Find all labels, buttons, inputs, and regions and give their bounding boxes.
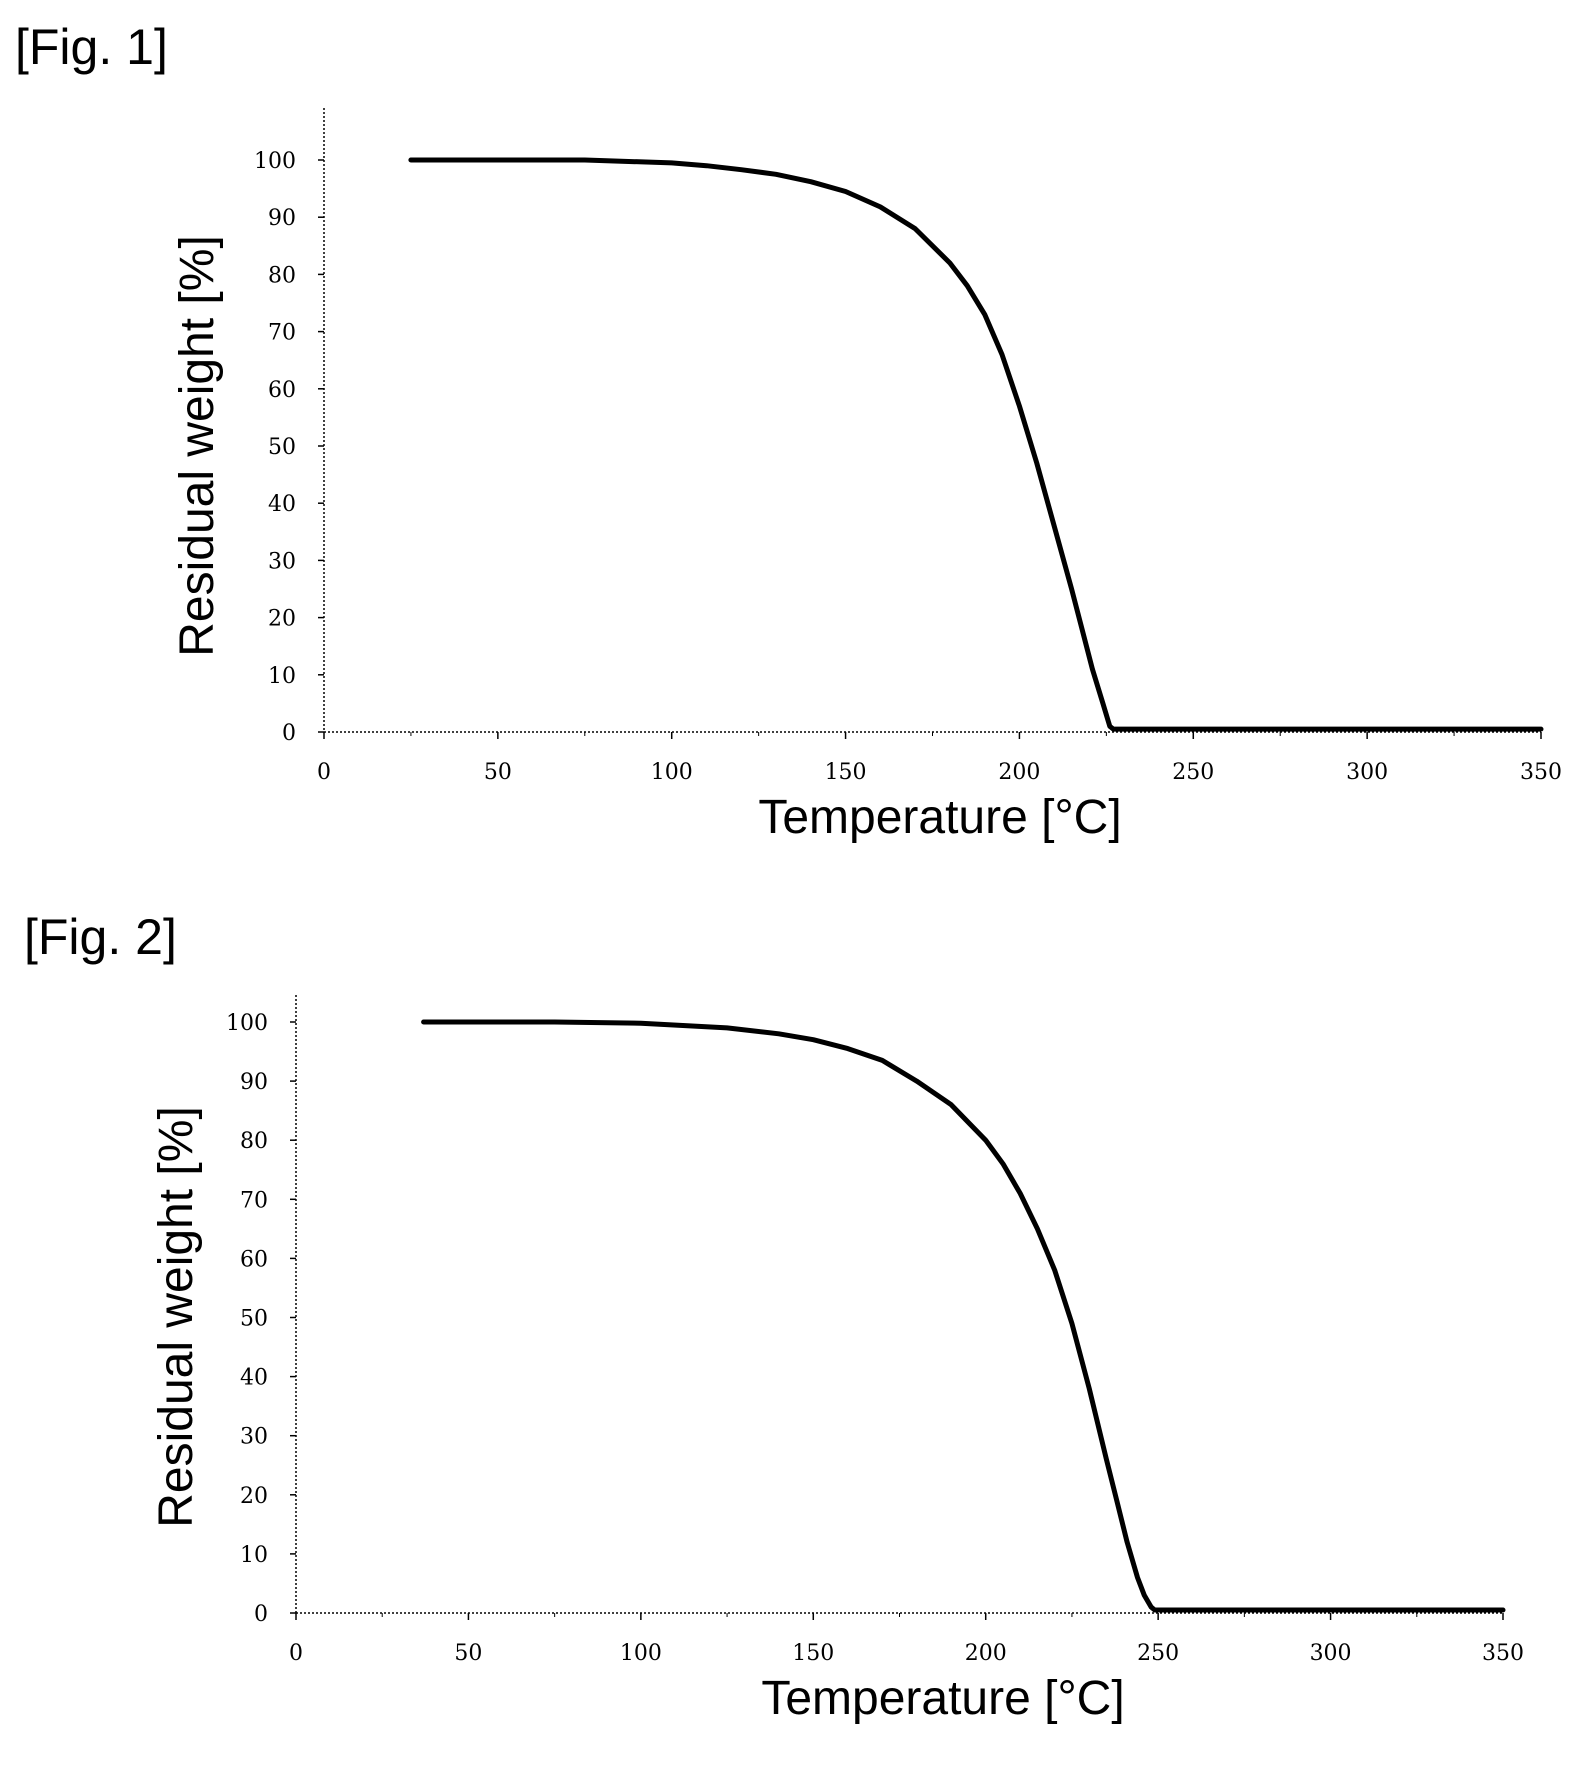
fig1-x-tick-label: 150 bbox=[825, 760, 867, 785]
figure-1-label: [Fig. 1] bbox=[15, 19, 168, 75]
fig2-y-tick-label: 70 bbox=[240, 1188, 268, 1213]
fig1-x-axis-title: Temperature [°C] bbox=[758, 791, 1121, 844]
fig1-y-tick-label: 100 bbox=[254, 149, 296, 174]
fig2-y-tick-label: 100 bbox=[226, 1011, 268, 1036]
fig1-y-tick-label: 70 bbox=[268, 321, 296, 346]
fig2-x-tick-label: 200 bbox=[965, 1641, 1007, 1666]
fig1-x-tick-label: 300 bbox=[1346, 760, 1388, 785]
fig1-y-tick-label: 10 bbox=[268, 664, 296, 689]
fig2-y-tick-label: 30 bbox=[240, 1425, 268, 1450]
fig2-y-tick-label: 20 bbox=[240, 1484, 268, 1509]
fig2-x-tick-label: 250 bbox=[1137, 1641, 1179, 1666]
fig2-y-tick-label: 90 bbox=[240, 1070, 268, 1095]
fig2-x-tick-label: 300 bbox=[1310, 1641, 1352, 1666]
fig2-y-tick-label: 60 bbox=[240, 1247, 268, 1272]
fig2-y-tick-label: 10 bbox=[240, 1543, 268, 1568]
fig2-x-tick-label: 50 bbox=[454, 1641, 482, 1666]
fig1-x-tick-label: 250 bbox=[1172, 760, 1214, 785]
fig2-y-tick-label: 80 bbox=[240, 1129, 268, 1154]
fig2-y-tick-label: 50 bbox=[240, 1307, 268, 1332]
figure-1-chart: 0 10 20 30 40 50 60 70 80 90 100 0 50 100 150 200 250 300… bbox=[171, 108, 1562, 844]
fig2-x-tick-label: 0 bbox=[289, 1641, 303, 1666]
fig2-y-axis-title: Residual weight [%] bbox=[150, 1106, 203, 1528]
fig2-series-line bbox=[421, 1019, 1506, 1613]
fig2-x-axis-title: Temperature [°C] bbox=[761, 1672, 1124, 1725]
fig1-y-tick-label: 40 bbox=[268, 492, 296, 517]
fig2-x-tick-label: 100 bbox=[620, 1641, 662, 1666]
fig2-x-tick-label: 150 bbox=[792, 1641, 834, 1666]
fig1-y-tick-label: 90 bbox=[268, 206, 296, 231]
fig1-x-tick-label: 350 bbox=[1520, 760, 1562, 785]
figure-2-label: [Fig. 2] bbox=[24, 909, 177, 965]
fig1-y-tick-label: 80 bbox=[268, 263, 296, 288]
fig1-y-axis-title: Residual weight [%] bbox=[171, 235, 224, 657]
fig1-series-line bbox=[408, 157, 1544, 732]
fig1-y-tick-label: 50 bbox=[268, 435, 296, 460]
fig1-x-tick-label: 200 bbox=[998, 760, 1040, 785]
fig1-x-tick-label: 100 bbox=[651, 760, 693, 785]
fig1-y-tick-label: 0 bbox=[282, 721, 296, 746]
fig2-x-tick-label: 350 bbox=[1482, 1641, 1524, 1666]
fig2-y-tick-label: 0 bbox=[254, 1602, 268, 1627]
fig1-x-tick-label: 0 bbox=[317, 760, 331, 785]
fig2-y-tick-label: 40 bbox=[240, 1366, 268, 1391]
fig1-x-tick-label: 50 bbox=[484, 760, 512, 785]
fig1-y-tick-label: 60 bbox=[268, 378, 296, 403]
figure-2-chart: 0 10 20 30 40 50 60 70 80 90 100 0 50 100 150 200 250 300… bbox=[150, 995, 1524, 1725]
fig1-y-tick-label: 20 bbox=[268, 607, 296, 632]
fig1-y-tick-label: 30 bbox=[268, 549, 296, 574]
